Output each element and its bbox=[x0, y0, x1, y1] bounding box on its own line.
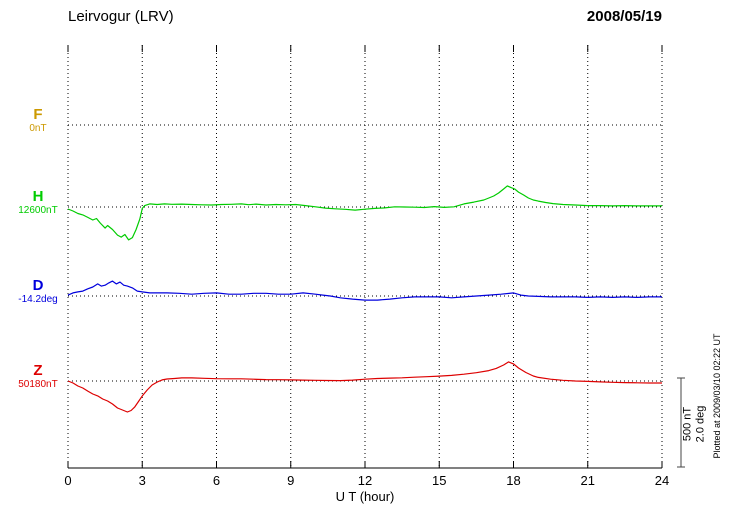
channel-letter-H: H bbox=[32, 188, 44, 205]
channel-baseline-F: 0nT bbox=[29, 123, 47, 135]
channel-letter-F: F bbox=[33, 106, 43, 123]
x-tick-label: 6 bbox=[213, 473, 220, 488]
x-tick-label: 18 bbox=[506, 473, 520, 488]
scale-bar-nt: 500 nT bbox=[681, 406, 694, 442]
channel-baseline-Z: 50180nT bbox=[18, 379, 58, 391]
scale-bar-deg: 2.0 deg bbox=[694, 405, 706, 443]
trace-Z bbox=[67, 361, 662, 413]
x-tick-label: 0 bbox=[64, 473, 71, 488]
channel-label-F: F 0nT bbox=[6, 106, 70, 135]
channel-label-D: D -14.2deg bbox=[6, 277, 70, 306]
x-tick-label: 21 bbox=[581, 473, 595, 488]
channel-label-Z: Z 50180nT bbox=[6, 362, 70, 391]
x-tick-label: 15 bbox=[432, 473, 446, 488]
x-tick-label: 9 bbox=[287, 473, 294, 488]
station-title: Leirvogur (LRV) bbox=[68, 8, 174, 25]
channel-baseline-H: 12600nT bbox=[18, 205, 58, 217]
trace-D bbox=[67, 280, 662, 301]
x-axis-title: U T (hour) bbox=[335, 489, 395, 504]
x-tick-label: 24 bbox=[655, 473, 669, 488]
x-tick-label: 12 bbox=[358, 473, 372, 488]
scale-bar-label: 500 nT 2.0 deg bbox=[681, 406, 706, 443]
channel-letter-D: D bbox=[32, 277, 44, 294]
x-tick-label: 3 bbox=[139, 473, 146, 488]
plotted-at-label: Plotted at 2009/03/10 02:22 UT bbox=[712, 333, 722, 459]
date-label: 2008/05/19 bbox=[586, 8, 662, 25]
channel-label-H: H 12600nT bbox=[6, 188, 70, 217]
channel-baseline-D: -14.2deg bbox=[18, 294, 58, 306]
trace-H bbox=[67, 185, 662, 241]
channel-letter-Z: Z bbox=[33, 362, 43, 379]
